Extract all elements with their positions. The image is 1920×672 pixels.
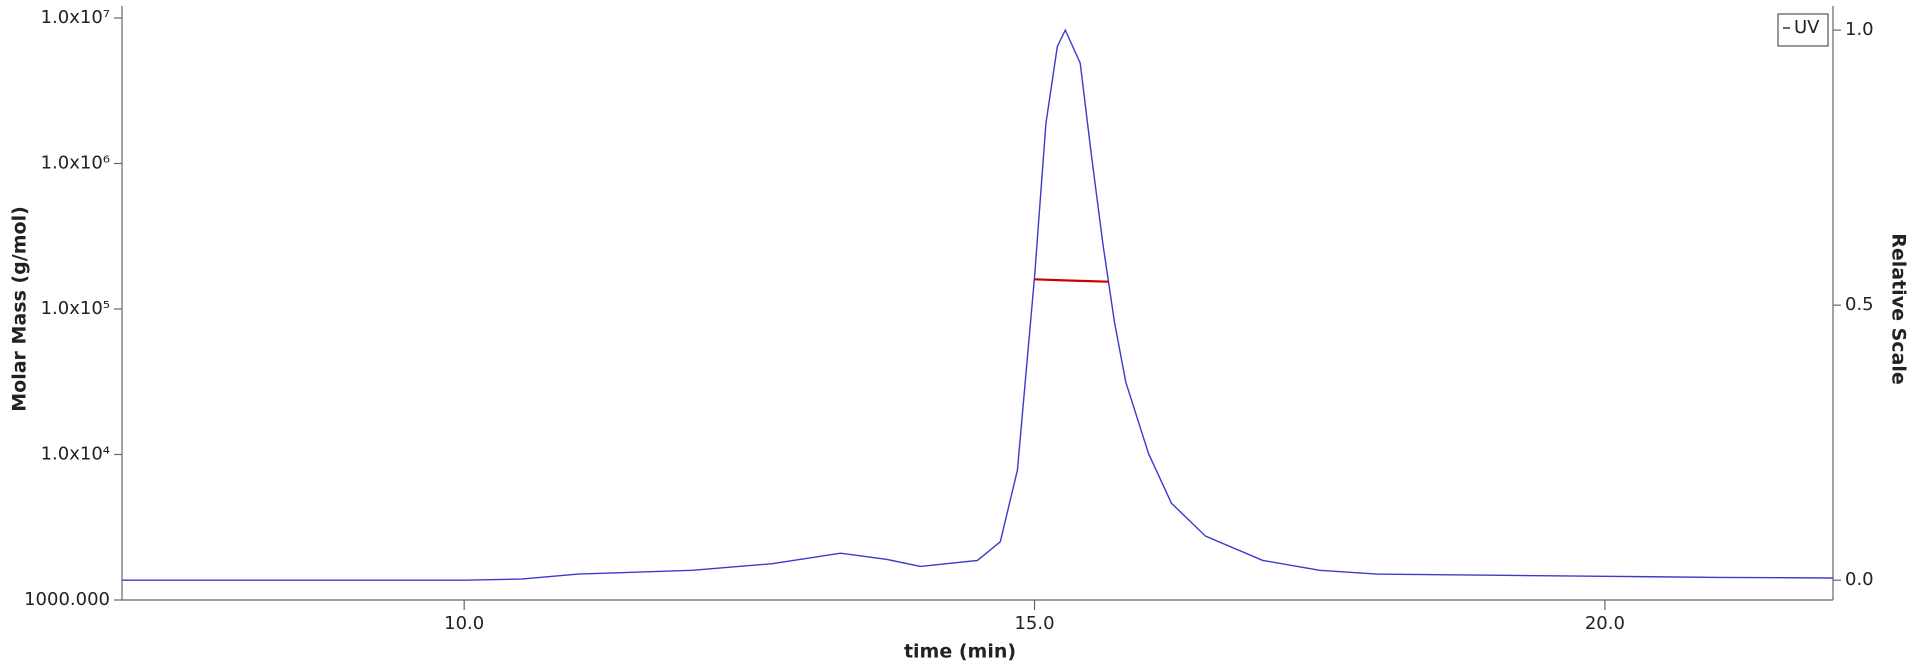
y-tick-label: 1.0x10⁴	[41, 444, 110, 465]
legend-label: UV	[1794, 17, 1820, 38]
x-tick-label: 20.0	[1585, 613, 1625, 634]
x-axis-label: time (min)	[904, 641, 1016, 663]
y-tick-label: 1.0x10⁶	[41, 153, 110, 174]
x-tick-label: 15.0	[1014, 613, 1054, 634]
y2-axis-label: Relative Scale	[1888, 233, 1910, 385]
y2-tick-label: 0.0	[1845, 569, 1874, 590]
y2-tick-label: 1.0	[1845, 19, 1874, 40]
y-tick-label: 1000.000	[24, 589, 110, 610]
y-tick-label: 1.0x10⁵	[41, 298, 110, 319]
y2-tick-label: 0.5	[1845, 294, 1874, 315]
series-line	[122, 28, 1834, 581]
legend-box	[1777, 13, 1829, 47]
x-tick-label: 10.0	[444, 613, 484, 634]
y-axis-label: Molar Mass (g/mol)	[9, 206, 31, 412]
series-line	[1034, 278, 1109, 283]
y-tick-label: 1.0x10⁷	[41, 7, 110, 28]
